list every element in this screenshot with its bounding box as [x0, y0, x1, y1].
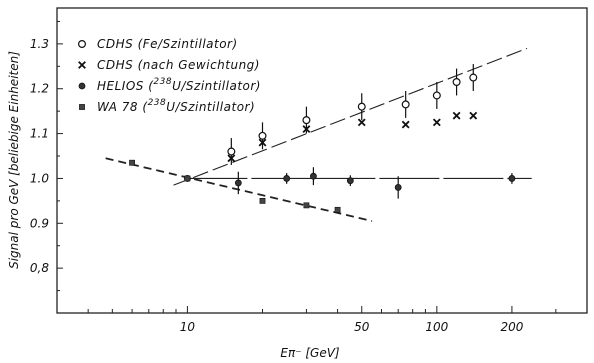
- legend-label: CDHS (nach Gewichtung): [97, 58, 260, 72]
- data-point: [310, 172, 317, 180]
- data-point: [258, 131, 267, 140]
- data-point: [508, 175, 516, 182]
- x-axis-label: Eπ⁻ [GeV]: [280, 346, 340, 360]
- data-point: [227, 154, 236, 163]
- data-point: [129, 159, 135, 166]
- data-series: [129, 64, 516, 213]
- x-tick-label: 200: [500, 320, 523, 334]
- legend-marker: [79, 104, 85, 110]
- fit-line: [173, 47, 528, 186]
- legend-marker: [78, 82, 86, 90]
- x-axis: 10 50 100 200: [87, 306, 588, 334]
- legend-marker: [78, 61, 86, 69]
- data-point: [259, 197, 266, 204]
- y-tick-label: 1.1: [30, 127, 49, 141]
- data-point: [357, 118, 366, 127]
- y-tick-label: 0.9: [30, 216, 49, 230]
- x-tick-label: 10: [180, 320, 196, 334]
- data-point: [334, 206, 341, 213]
- legend: CDHS (Fe/Szintillator) CDHS (nach Gewicht…: [77, 37, 261, 114]
- data-point: [469, 73, 478, 82]
- legend-marker: [77, 39, 86, 48]
- data-point: [432, 118, 441, 127]
- x-tick-label: 50: [354, 320, 370, 334]
- y-tick-label: 1.0: [30, 171, 49, 185]
- y-axis: 0,8 0.9 1.0 1.1 1.2 1.3: [30, 20, 63, 292]
- data-point: [227, 147, 236, 156]
- data-point: [357, 102, 366, 111]
- data-point: [302, 125, 311, 134]
- data-point: [452, 78, 461, 87]
- data-point: [401, 100, 410, 109]
- legend-label: HELIOS (238U/Szintillator): [97, 77, 261, 93]
- data-point: [469, 111, 478, 120]
- data-point: [346, 177, 354, 185]
- data-point: [452, 111, 461, 120]
- data-point: [258, 138, 267, 147]
- data-point: [394, 184, 402, 191]
- y-tick-label: 1.3: [30, 37, 49, 51]
- plot-frame: [56, 7, 588, 314]
- legend-label: WA 78 (238U/Szintillator): [97, 98, 255, 114]
- fit-lines: [105, 47, 532, 222]
- y-tick-label: 1.2: [30, 82, 49, 96]
- x-tick-label: 100: [425, 320, 448, 334]
- data-point: [234, 179, 242, 187]
- legend-label: CDHS (Fe/Szintillator): [97, 37, 238, 51]
- y-axis-label: Signal pro GeV [beliebige Einheiten]: [7, 51, 21, 269]
- data-point: [401, 120, 410, 129]
- data-point: [283, 175, 291, 182]
- data-point: [302, 116, 311, 125]
- data-point: [184, 175, 191, 182]
- y-tick-label: 0,8: [30, 261, 49, 275]
- data-point: [432, 91, 441, 100]
- data-point: [303, 202, 310, 209]
